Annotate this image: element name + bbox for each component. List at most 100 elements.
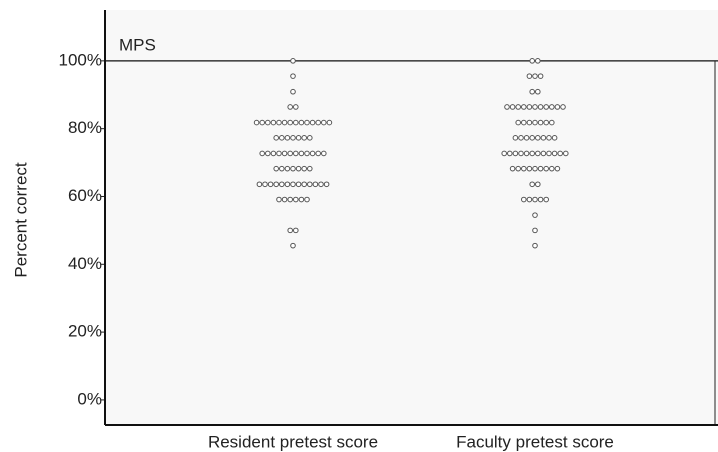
plot-area (105, 10, 718, 425)
dot (298, 150, 305, 157)
dot (293, 119, 299, 126)
reference-label: MPS (119, 35, 156, 54)
dot (554, 165, 561, 172)
dot (273, 135, 280, 141)
dot (537, 73, 544, 79)
dot (290, 165, 296, 172)
x-tick-label: Faculty pretest score (456, 432, 614, 451)
dot (551, 135, 558, 141)
dot (521, 165, 527, 172)
dot (554, 104, 561, 110)
dot (537, 165, 544, 172)
dot (301, 181, 308, 188)
dot (540, 150, 547, 157)
y-tick-label: 20% (68, 322, 102, 341)
dot (267, 181, 274, 188)
y-axis-label: Percent correct (11, 162, 30, 278)
dot (526, 165, 533, 172)
dot (284, 165, 291, 172)
dot (543, 104, 550, 110)
dot (287, 227, 294, 234)
dot (507, 150, 513, 157)
y-tick-label: 60% (68, 186, 102, 205)
y-tick-label: 0% (77, 389, 102, 408)
dot (515, 119, 522, 126)
dot (287, 150, 294, 157)
dot (535, 58, 541, 64)
dot (290, 242, 296, 249)
dot (323, 181, 330, 188)
dot (535, 181, 541, 188)
dot (532, 212, 538, 218)
dot (549, 104, 555, 110)
dot (529, 150, 536, 157)
dot (298, 196, 305, 203)
dot (549, 165, 555, 172)
dot (537, 196, 544, 203)
dot (281, 196, 288, 203)
dot (532, 242, 538, 249)
dot (521, 119, 527, 126)
dot (279, 165, 285, 172)
dot (532, 196, 538, 203)
dot (509, 104, 516, 110)
dot (287, 119, 294, 126)
dot (256, 181, 263, 188)
dot (504, 104, 510, 110)
dot (532, 227, 538, 234)
y-tick-label: 100% (59, 50, 102, 69)
dot (532, 119, 538, 126)
dot (529, 58, 536, 64)
dot (509, 165, 516, 172)
dot (521, 104, 527, 110)
dot (253, 119, 260, 126)
dot (551, 150, 558, 157)
dot (304, 150, 310, 157)
dot (284, 181, 291, 188)
dot (290, 58, 296, 64)
dot (262, 181, 268, 188)
dot (560, 104, 566, 110)
dot (287, 104, 294, 110)
dot (321, 150, 327, 157)
dot (543, 119, 550, 126)
dot (293, 150, 299, 157)
dot (512, 150, 519, 157)
dot (312, 181, 319, 188)
dot (515, 165, 522, 172)
dot (523, 150, 530, 157)
dot (276, 119, 282, 126)
dot (537, 119, 544, 126)
y-tick-label: 80% (68, 118, 102, 137)
dot (546, 135, 552, 141)
dot (276, 196, 282, 203)
dot (546, 150, 552, 157)
dot (309, 119, 316, 126)
dot (295, 135, 302, 141)
dot (295, 181, 302, 188)
dot (304, 119, 310, 126)
dot (515, 104, 522, 110)
dot (526, 196, 533, 203)
dot (526, 119, 533, 126)
y-tick-label: 40% (68, 254, 102, 273)
dot (279, 135, 285, 141)
dot (259, 119, 266, 126)
dot (535, 150, 541, 157)
dot (543, 165, 550, 172)
dot (557, 150, 564, 157)
dot (307, 181, 313, 188)
dot (315, 150, 322, 157)
dot (301, 165, 308, 172)
dot (537, 104, 544, 110)
dot (518, 135, 524, 141)
dot (290, 181, 296, 188)
dot (290, 135, 296, 141)
dot (270, 150, 277, 157)
dot (276, 150, 282, 157)
dot (321, 119, 327, 126)
x-tick-label: Resident pretest score (208, 432, 378, 451)
dot (532, 73, 538, 79)
dot (315, 119, 322, 126)
